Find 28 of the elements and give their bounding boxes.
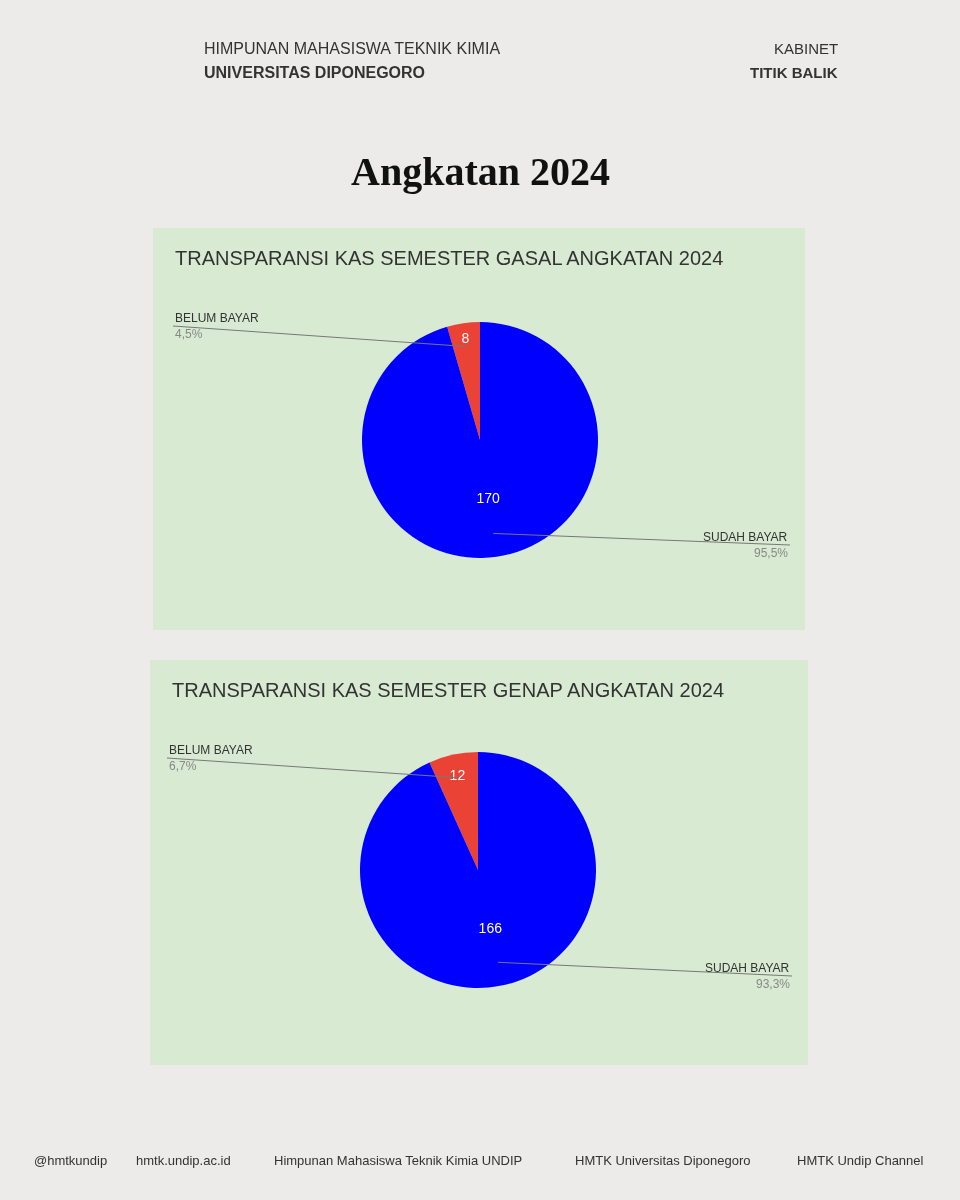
text: 4,5% xyxy=(175,327,203,341)
text: 6,7% xyxy=(169,759,197,773)
slice-label: SUDAH BAYAR xyxy=(703,530,788,544)
pie-slice xyxy=(360,752,596,988)
text: @hmtkundip xyxy=(34,1153,108,1168)
data-label: 8 xyxy=(461,329,470,346)
text: Angkatan 2024 xyxy=(351,149,610,194)
text: 93,3% xyxy=(756,977,791,991)
text: HMTK Universitas Diponegoro xyxy=(575,1153,751,1168)
pie-slice xyxy=(362,322,598,558)
data-label: 170 xyxy=(476,490,501,507)
slice-label: SUDAH BAYAR xyxy=(705,961,790,975)
chart-title: TRANSPARANSI KAS SEMESTER GASAL ANGKATAN 2024 xyxy=(175,247,724,269)
text: HMTK Undip Channel xyxy=(797,1153,924,1168)
text: 95,5% xyxy=(754,546,789,560)
pie-slice xyxy=(447,322,480,440)
slice-label: BELUM BAYAR xyxy=(169,743,253,757)
chart-title: TRANSPARANSI KAS SEMESTER GENAP ANGKATAN 2024 xyxy=(172,679,725,701)
text: KABINET xyxy=(774,40,839,57)
pie-slice xyxy=(429,752,478,870)
data-label: 12 xyxy=(449,766,466,783)
data-label: 166 xyxy=(478,919,503,936)
text: Himpunan Mahasiswa Teknik Kimia UNDIP xyxy=(274,1153,523,1168)
text: HIMPUNAN MAHASISWA TEKNIK KIMIA xyxy=(204,40,501,57)
text: TITIK BALIK xyxy=(750,64,838,81)
text: UNIVERSITAS DIPONEGORO xyxy=(204,64,426,81)
text: hmtk.undip.ac.id xyxy=(136,1153,231,1168)
slice-label: BELUM BAYAR xyxy=(175,311,259,325)
